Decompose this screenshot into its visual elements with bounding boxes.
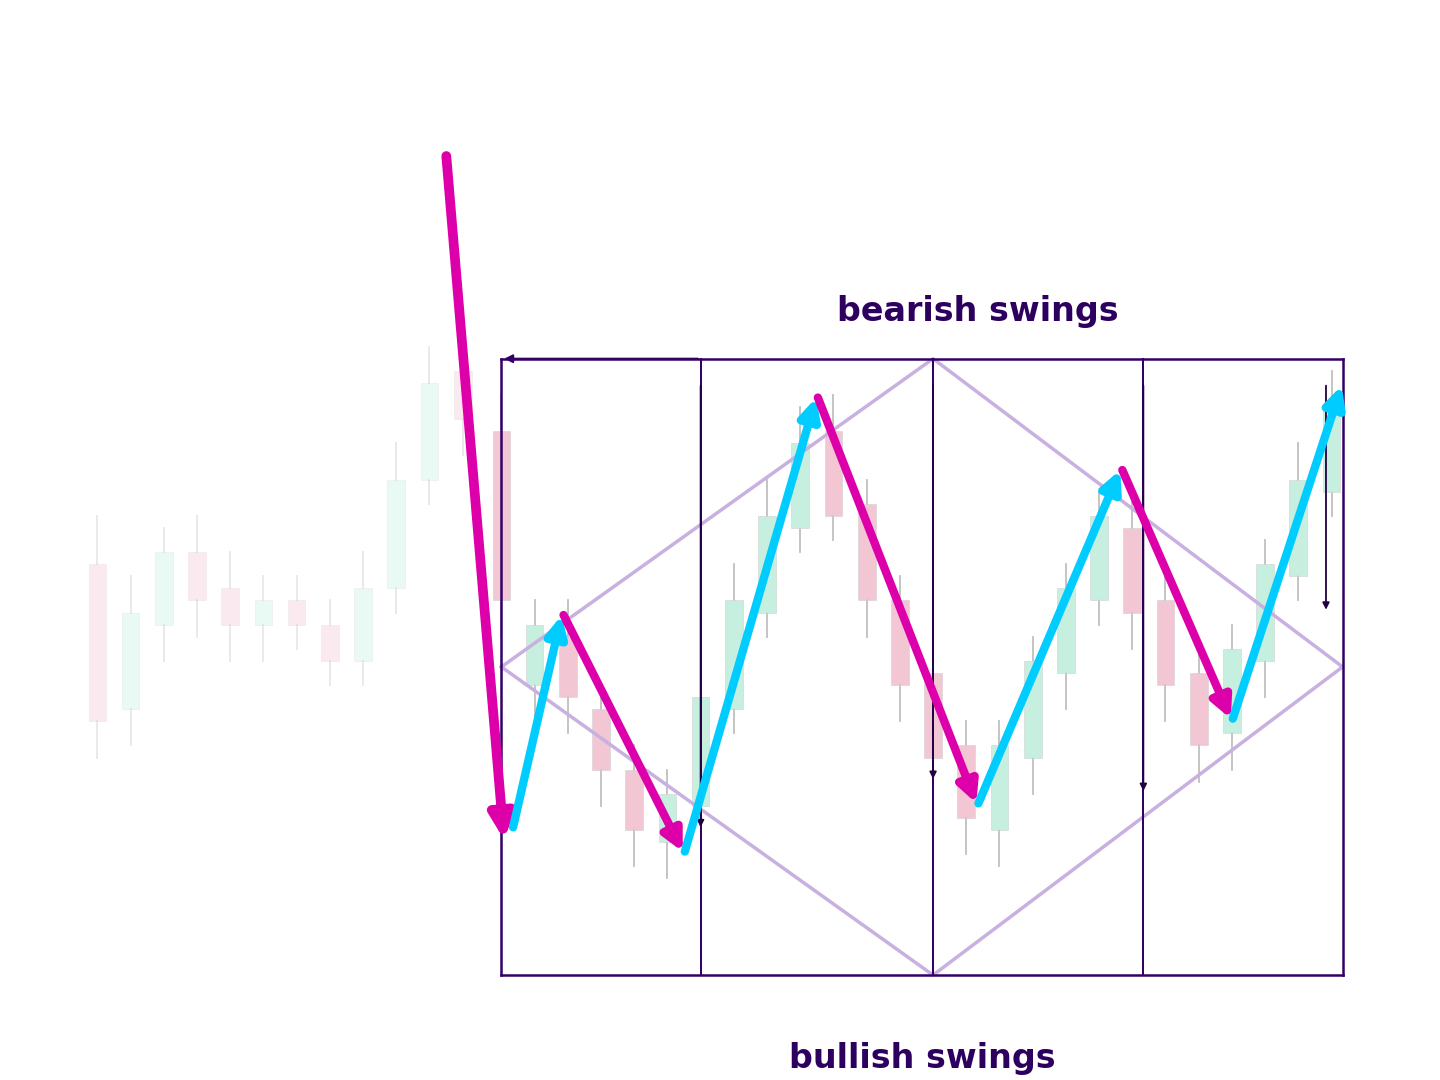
Bar	[792, 443, 809, 528]
Bar	[559, 637, 576, 697]
Bar	[454, 370, 471, 419]
Bar	[759, 516, 776, 612]
Bar	[122, 612, 140, 710]
Bar	[156, 552, 173, 624]
Bar	[354, 589, 372, 661]
Bar	[891, 600, 909, 685]
Bar	[420, 383, 438, 480]
Bar	[1123, 528, 1140, 612]
Bar	[1323, 407, 1341, 491]
Bar	[825, 431, 842, 516]
Bar	[88, 564, 107, 721]
Bar	[387, 480, 405, 589]
Bar	[858, 503, 876, 600]
Bar	[991, 745, 1008, 831]
Bar	[625, 770, 644, 831]
Text: bearish swings: bearish swings	[837, 296, 1117, 328]
Bar	[321, 624, 338, 661]
Bar	[1289, 480, 1308, 577]
Bar	[658, 794, 677, 842]
Bar	[1256, 564, 1274, 661]
Bar	[1156, 600, 1175, 685]
Bar	[1189, 673, 1208, 745]
Bar	[1024, 661, 1041, 757]
Bar	[189, 552, 206, 600]
Bar	[691, 697, 710, 806]
Bar	[492, 431, 510, 600]
Bar	[1090, 516, 1107, 600]
Bar	[288, 600, 305, 624]
Bar	[1057, 589, 1074, 673]
Bar	[924, 673, 942, 757]
Bar	[1223, 649, 1241, 733]
Bar	[222, 589, 239, 624]
Bar	[255, 600, 272, 624]
Bar	[958, 745, 975, 818]
Text: bullish swings: bullish swings	[789, 1041, 1056, 1075]
Bar	[724, 600, 743, 710]
Bar	[592, 710, 611, 770]
Bar	[526, 624, 543, 685]
